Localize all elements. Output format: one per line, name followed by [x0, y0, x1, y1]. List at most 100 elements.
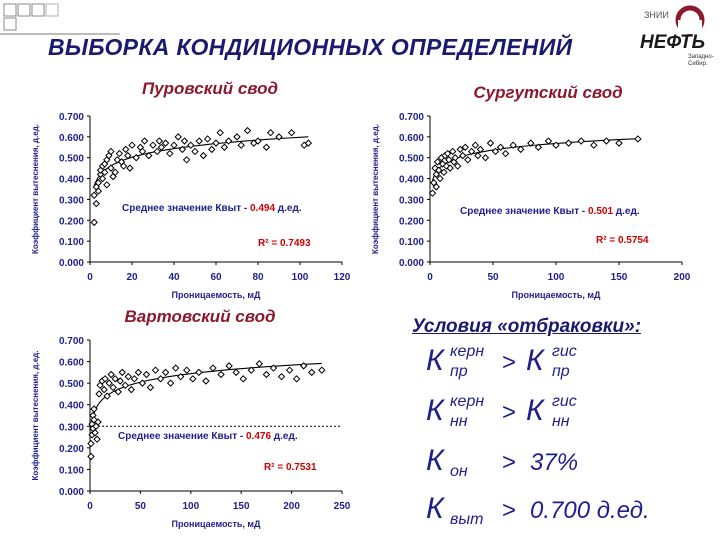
data-point — [115, 149, 124, 158]
data-point — [107, 164, 115, 172]
formula-sup-right: гис — [552, 393, 577, 410]
x-axis-label: Проницаемость, мД — [172, 290, 261, 300]
data-point — [114, 388, 122, 396]
x-tick-label: 50 — [135, 501, 147, 512]
data-point — [464, 156, 472, 164]
y-tick-label: 0.200 — [59, 444, 84, 455]
data-point — [124, 372, 133, 381]
formula-operator: > — [502, 497, 516, 524]
data-point — [94, 418, 102, 426]
chart-purovsky: Пуровский свод 0.000 0.100 0.200 0.300 0.400 0… — [31, 79, 351, 300]
data-point — [118, 368, 126, 377]
formula-sub-left: он — [450, 463, 468, 480]
data-point — [161, 139, 170, 147]
data-point — [262, 370, 271, 379]
formula-sub-left: нн — [450, 413, 468, 430]
data-point — [101, 375, 109, 383]
formula-sup-left: керн — [450, 343, 484, 360]
data-point — [459, 151, 467, 160]
data-point — [87, 439, 95, 448]
y-tick-label: 0.500 — [59, 154, 84, 165]
formula-sub-right: нн — [552, 413, 570, 430]
data-point — [299, 362, 308, 370]
y-tick-label: 0.000 — [59, 487, 84, 498]
y-tick-label: 0.100 — [59, 465, 84, 476]
formula-main-left: К — [426, 444, 446, 477]
x-tick-label: 100 — [292, 272, 309, 283]
formula-sub-left: выт — [450, 511, 483, 528]
data-point — [474, 151, 482, 160]
data-point — [178, 145, 187, 154]
data-point — [445, 156, 453, 164]
data-point — [269, 364, 278, 372]
y-tick-label: 0.700 — [59, 336, 84, 347]
logo-sub-line2: Сибир. — [688, 61, 708, 67]
data-point — [304, 139, 313, 147]
data-point — [285, 366, 294, 374]
data-point — [183, 366, 191, 374]
data-point — [552, 141, 560, 149]
logo-main-text: НЕФТЬ — [640, 32, 705, 53]
data-point — [134, 368, 143, 377]
data-point — [275, 133, 283, 141]
data-point — [145, 151, 153, 160]
formula-sup-left: керн — [450, 393, 484, 410]
y-tick-label: 0.200 — [399, 216, 424, 227]
data-point — [95, 390, 103, 398]
data-point — [496, 143, 505, 151]
x-tick-label: 100 — [548, 272, 565, 283]
data-point — [174, 133, 182, 141]
data-point — [448, 147, 457, 156]
y-tick-label: 0.100 — [399, 237, 424, 248]
data-point — [166, 379, 175, 387]
data-point — [149, 141, 157, 149]
data-point — [544, 137, 553, 145]
x-tick-label: 20 — [126, 272, 138, 283]
chart-title: Вартовский свод — [125, 307, 276, 326]
data-point — [446, 164, 454, 172]
data-point — [100, 385, 108, 394]
data-point — [156, 375, 165, 383]
y-axis-label: Коэффициент вытеснения, д.ед. — [31, 124, 40, 254]
y-tick-label: 0.300 — [59, 422, 84, 433]
data-point — [138, 379, 147, 387]
data-point — [451, 154, 459, 162]
y-axis-label: Коэффициент вытеснения, д.ед. — [31, 351, 40, 481]
data-point — [233, 133, 241, 141]
data-point — [501, 149, 510, 158]
data-point — [100, 168, 109, 177]
data-point — [491, 147, 500, 156]
x-tick-label: 120 — [334, 272, 351, 283]
data-point — [517, 145, 525, 154]
y-tick-label: 0.000 — [59, 258, 84, 269]
x-tick-label: 0 — [87, 272, 93, 283]
y-tick-label: 0.200 — [59, 216, 84, 227]
conditions-title: Условия «отбраковки»: — [412, 316, 642, 337]
trend-line — [431, 138, 638, 181]
x-tick-label: 150 — [233, 501, 250, 512]
chart-title: Пуровский свод — [142, 79, 278, 98]
r-squared-label: R² = 0.7493 — [258, 238, 311, 249]
data-point — [615, 139, 623, 147]
data-point — [103, 392, 111, 400]
data-point — [292, 375, 301, 383]
y-tick-label: 0.700 — [59, 112, 84, 123]
trend-line — [93, 136, 309, 187]
data-point — [318, 366, 326, 374]
data-point — [121, 381, 129, 390]
data-point — [232, 368, 240, 377]
data-point — [486, 139, 495, 147]
formula-value: 0.700 д.ед. — [530, 497, 650, 524]
y-tick-label: 0.600 — [59, 133, 84, 144]
y-tick-label: 0.600 — [399, 133, 424, 144]
data-point — [481, 154, 490, 162]
data-point — [433, 158, 442, 166]
data-point — [239, 375, 247, 383]
data-point — [155, 137, 164, 145]
data-point — [127, 385, 136, 394]
data-point — [247, 366, 255, 374]
data-point — [138, 147, 147, 156]
data-point — [121, 145, 130, 154]
formula-value: 37% — [530, 449, 578, 476]
